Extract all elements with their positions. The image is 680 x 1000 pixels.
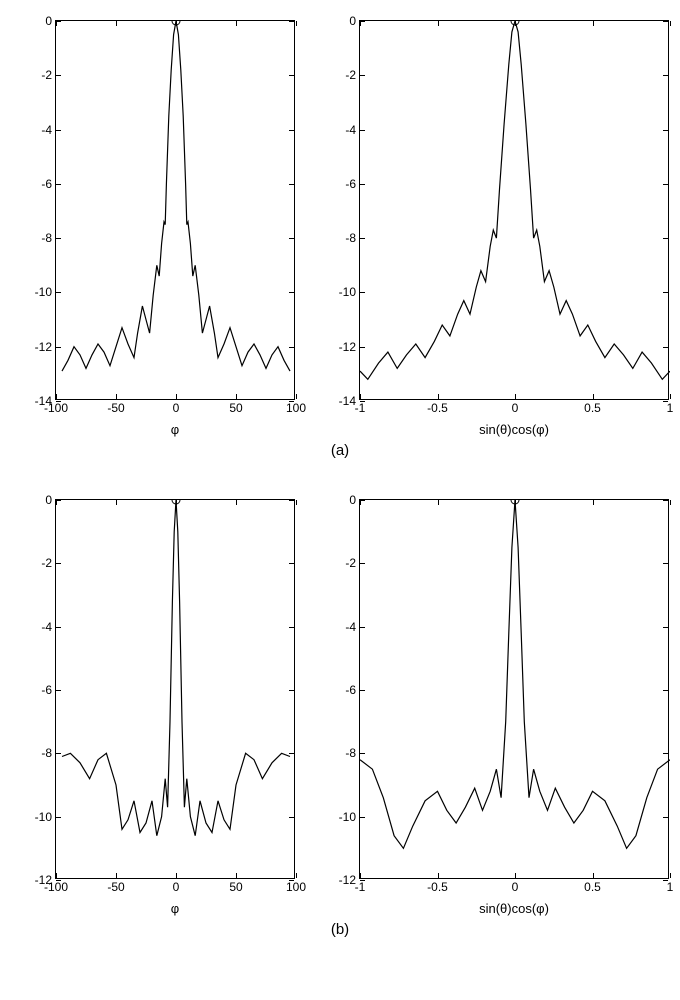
y-axis-ticks: -14-12-10-8-6-4-20: [320, 21, 356, 399]
subfigure-label: (b): [20, 921, 660, 938]
x-tick-label: 50: [229, 880, 242, 894]
x-tick-label: -50: [107, 401, 124, 415]
x-axis-label: φ: [171, 901, 179, 916]
y-tick-label: -12: [320, 340, 356, 354]
x-tick-label: -100: [44, 401, 68, 415]
chart-panel: -12-10-8-6-4-20-100-50050100φ: [55, 499, 295, 879]
x-axis-ticks: -1-0.500.51: [360, 401, 668, 417]
x-tick-label: -0.5: [427, 880, 448, 894]
chart-panel: -12-10-8-6-4-20-1-0.500.51sin(θ)cos(φ): [359, 499, 669, 879]
y-tick-label: -10: [320, 285, 356, 299]
x-tick-label: 0.5: [584, 401, 601, 415]
y-tick-label: -10: [320, 810, 356, 824]
figure-group-b: -12-10-8-6-4-20-100-50050100φ-12-10-8-6-…: [20, 499, 660, 938]
line-series: [56, 500, 296, 880]
y-tick-label: -6: [16, 177, 52, 191]
chart-panel: -14-12-10-8-6-4-20-1-0.500.51sin(θ)cos(φ…: [359, 20, 669, 400]
y-axis-ticks: -12-10-8-6-4-20: [16, 500, 52, 878]
plot-area: -12-10-8-6-4-20-1-0.500.51sin(θ)cos(φ): [359, 499, 669, 879]
x-tick-label: 0: [173, 880, 180, 894]
y-tick-label: -8: [320, 746, 356, 760]
y-tick-label: -2: [16, 556, 52, 570]
x-tick-label: 50: [229, 401, 242, 415]
line-series: [360, 21, 670, 401]
x-tick-label: -1: [355, 880, 366, 894]
x-axis-ticks: -1-0.500.51: [360, 880, 668, 896]
x-axis-label: sin(θ)cos(φ): [479, 422, 549, 437]
x-axis-ticks: -100-50050100: [56, 880, 294, 896]
x-tick-label: -0.5: [427, 401, 448, 415]
x-tick-label: -100: [44, 880, 68, 894]
x-tick-label: 0: [512, 401, 519, 415]
y-tick-label: -4: [16, 123, 52, 137]
y-tick-label: -12: [320, 873, 356, 887]
subfigure-label: (a): [20, 442, 660, 459]
x-tick-label: 1: [667, 880, 674, 894]
y-tick-label: 0: [16, 493, 52, 507]
y-tick-label: -2: [320, 556, 356, 570]
y-tick-label: -6: [320, 683, 356, 697]
line-series: [360, 500, 670, 880]
plot-area: -12-10-8-6-4-20-100-50050100φ: [55, 499, 295, 879]
y-tick-label: -14: [320, 394, 356, 408]
y-tick-label: -4: [320, 620, 356, 634]
plot-area: -14-12-10-8-6-4-20-100-50050100φ: [55, 20, 295, 400]
y-tick-label: -8: [16, 746, 52, 760]
x-axis-ticks: -100-50050100: [56, 401, 294, 417]
panel-row: -14-12-10-8-6-4-20-100-50050100φ-14-12-1…: [20, 20, 660, 400]
y-tick-label: -4: [16, 620, 52, 634]
y-tick-label: -8: [320, 231, 356, 245]
line-series: [56, 21, 296, 401]
x-tick-label: 0: [173, 401, 180, 415]
chart-panel: -14-12-10-8-6-4-20-100-50050100φ: [55, 20, 295, 400]
y-tick-label: -12: [16, 340, 52, 354]
y-axis-ticks: -12-10-8-6-4-20: [320, 500, 356, 878]
y-tick-label: -2: [16, 68, 52, 82]
y-tick-label: -6: [320, 177, 356, 191]
x-axis-label: φ: [171, 422, 179, 437]
x-tick-label: 1: [667, 401, 674, 415]
panel-row: -12-10-8-6-4-20-100-50050100φ-12-10-8-6-…: [20, 499, 660, 879]
x-axis-label: sin(θ)cos(φ): [479, 901, 549, 916]
y-tick-label: -4: [320, 123, 356, 137]
x-tick-label: 100: [286, 880, 306, 894]
y-axis-ticks: -14-12-10-8-6-4-20: [16, 21, 52, 399]
y-tick-label: -6: [16, 683, 52, 697]
y-tick-label: 0: [320, 493, 356, 507]
y-tick-label: -2: [320, 68, 356, 82]
y-tick-label: 0: [16, 14, 52, 28]
x-tick-label: -50: [107, 880, 124, 894]
y-tick-label: -10: [16, 810, 52, 824]
x-tick-label: 0.5: [584, 880, 601, 894]
y-tick-label: -10: [16, 285, 52, 299]
x-tick-label: 100: [286, 401, 306, 415]
plot-area: -14-12-10-8-6-4-20-1-0.500.51sin(θ)cos(φ…: [359, 20, 669, 400]
y-tick-label: 0: [320, 14, 356, 28]
figure-group-a: -14-12-10-8-6-4-20-100-50050100φ-14-12-1…: [20, 20, 660, 459]
x-tick-label: -1: [355, 401, 366, 415]
y-tick-label: -8: [16, 231, 52, 245]
x-tick-label: 0: [512, 880, 519, 894]
